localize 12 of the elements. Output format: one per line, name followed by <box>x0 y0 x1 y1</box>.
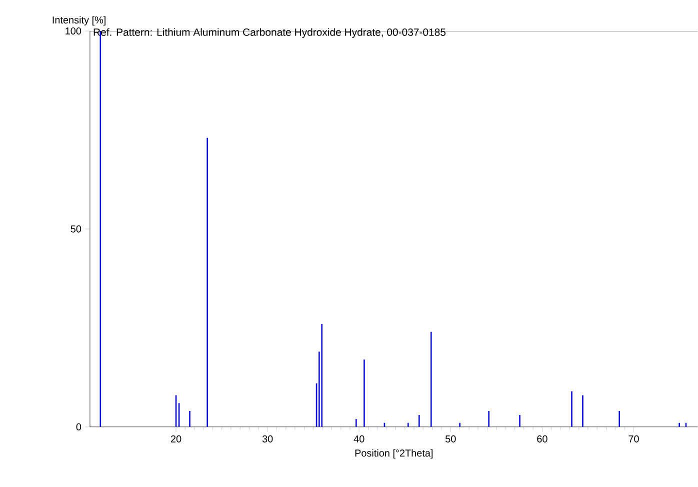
x-tick-label: 60 <box>537 435 548 443</box>
x-tick-label: 20 <box>170 435 182 443</box>
y-tick-label: 50 <box>70 225 82 233</box>
x-tick-label: 30 <box>262 435 273 443</box>
x-axis-title: Position [°2Theta] <box>355 449 433 459</box>
x-tick-label: 70 <box>628 435 639 443</box>
chart-title: Ref. Pattern: Lithium Aluminum Carbonate Hydroxide Hydrate, 00-037-0185 <box>94 28 446 38</box>
y-axis-title: Intensity [%] <box>52 16 106 26</box>
y-tick-label: 100 <box>66 28 82 35</box>
x-tick-label: 50 <box>446 435 456 443</box>
x-tick-label: 40 <box>354 435 364 443</box>
y-tick-label: 0 <box>76 423 82 430</box>
